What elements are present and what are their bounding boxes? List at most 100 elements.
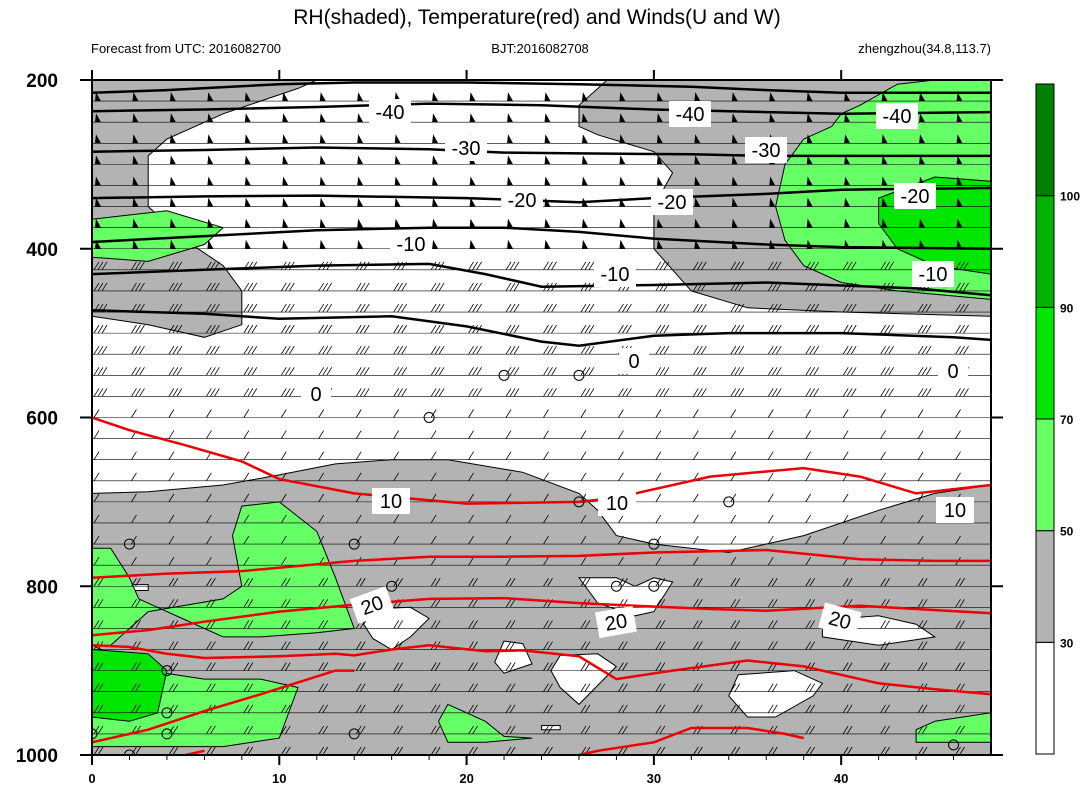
wind-barb-feather — [580, 367, 587, 376]
wind-barb-feather — [655, 324, 662, 334]
wind-barb-flag — [619, 239, 626, 249]
wind-barb-feather — [738, 324, 745, 334]
wind-barb-feather — [730, 662, 737, 671]
wind-barb-flag — [881, 176, 888, 186]
isotherm-line-cold — [92, 146, 991, 158]
wind-barb-feather — [584, 346, 591, 355]
wind-barb-flag — [844, 92, 851, 102]
wind-barb-feather — [318, 641, 325, 650]
wind-barb-feather — [168, 451, 175, 460]
wind-barb-feather — [1001, 304, 1006, 312]
wind-barb-feather — [505, 535, 512, 545]
wind-barb-feather — [93, 683, 100, 692]
wind-barb-feather — [131, 409, 137, 418]
wind-barb-flag — [395, 71, 401, 80]
wind-barb-feather — [318, 725, 325, 735]
wind-barb-feather — [580, 535, 587, 545]
wind-barb-feather — [243, 704, 250, 714]
wind-barb-feather — [809, 599, 816, 608]
wind-barb-feather — [168, 535, 175, 545]
wind-barb-flag — [470, 71, 476, 80]
wind-barb-flag — [320, 71, 326, 80]
wind-barb-feather — [622, 704, 628, 714]
wind-barb-feather — [842, 746, 849, 755]
wind-barb-flag — [956, 218, 963, 228]
wind-barb-feather — [917, 641, 924, 650]
calm-circle — [123, 749, 135, 755]
wind-barb-feather — [468, 346, 474, 355]
wind-barb-feather — [921, 641, 928, 650]
wind-barb-feather — [997, 599, 1002, 607]
wind-barb-feather — [925, 388, 932, 397]
wind-barb-flag — [957, 71, 963, 80]
isotherm-label-text: -10 — [397, 234, 426, 256]
wind-barb-feather — [805, 514, 812, 524]
wind-barb-flag — [731, 218, 738, 228]
wind-barb-feather — [997, 620, 1002, 628]
wind-barb-feather — [397, 367, 404, 376]
wind-barb-feather — [322, 704, 329, 714]
wind-barb-feather — [326, 367, 333, 376]
x-tick-label: 30 — [647, 771, 661, 786]
wind-barb-feather — [430, 620, 437, 629]
wind-barb-feather — [393, 725, 400, 735]
wind-barb-feather — [430, 451, 437, 460]
wind-barb-feather — [363, 367, 370, 376]
wind-barb-feather — [917, 388, 924, 397]
wind-barb-feather — [692, 367, 699, 376]
wind-barb-feather — [280, 430, 287, 439]
wind-barb-feather — [430, 683, 437, 692]
wind-barb-feather — [767, 324, 774, 334]
wind-barb-flag — [844, 218, 851, 228]
wind-barb-feather — [93, 620, 100, 629]
wind-barb-feather — [842, 493, 849, 503]
wind-barb-feather — [168, 556, 175, 566]
wind-barb-feather — [846, 725, 853, 735]
isotherm-label-text: 0 — [628, 351, 639, 373]
wind-barb-feather — [730, 409, 737, 418]
wind-barb-feather — [805, 578, 812, 587]
wind-barb-feather — [959, 261, 965, 271]
wind-barb-feather — [172, 746, 179, 755]
wind-barb-feather — [93, 725, 100, 735]
wind-barb-feather — [472, 683, 478, 692]
wind-barb-feather — [172, 704, 179, 714]
wind-barb-feather — [97, 662, 104, 671]
wind-barb-feather — [468, 746, 474, 755]
isotherm-label-text: 10 — [380, 491, 402, 513]
wind-barb-feather — [247, 641, 254, 650]
wind-barb-feather — [168, 346, 175, 355]
wind-barb-flag — [881, 134, 888, 144]
wind-barb-flag — [507, 176, 514, 186]
wind-barb-feather — [692, 346, 699, 355]
wind-barb-feather — [696, 346, 703, 355]
wind-barb-flag — [994, 176, 1000, 185]
wind-barb-feather — [584, 578, 591, 587]
wind-barb-feather — [505, 725, 512, 735]
wind-barb-feather — [955, 324, 961, 334]
wind-barb-flag — [731, 197, 738, 207]
wind-barb-feather — [131, 261, 137, 271]
wind-barb-flag — [132, 197, 139, 207]
wind-barb-feather — [468, 282, 474, 292]
wind-barb-flag — [994, 71, 1000, 80]
wind-barb-feather — [434, 725, 441, 735]
wind-barb-feather — [580, 451, 587, 460]
wind-barb-feather — [547, 746, 553, 755]
wind-barb-flag — [507, 218, 514, 228]
wind-barb-feather — [243, 388, 250, 397]
wind-barb-feather — [963, 282, 969, 292]
wind-barb-feather — [318, 409, 325, 418]
wind-barb-flag — [657, 71, 663, 80]
wind-barb-feather — [355, 451, 362, 460]
wind-barb-feather — [247, 746, 254, 755]
wind-barb-feather — [135, 746, 141, 755]
wind-barb-feather — [730, 367, 737, 376]
wind-barb-flag — [919, 92, 926, 102]
wind-barb-feather — [730, 620, 737, 629]
wind-barb-feather — [505, 683, 512, 692]
wind-barb-feather — [97, 620, 104, 629]
wind-barb-feather — [476, 282, 482, 292]
wind-barb-feather — [659, 324, 666, 334]
wind-barb-feather — [468, 367, 474, 376]
